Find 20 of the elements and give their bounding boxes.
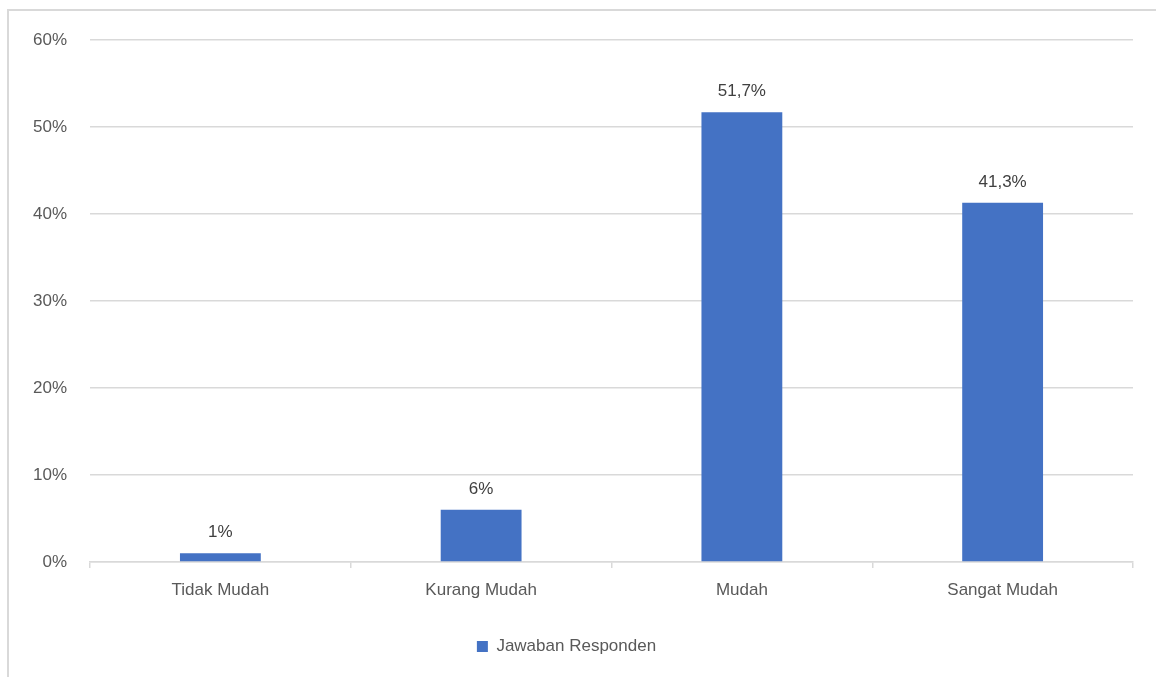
x-tick-label: Tidak Mudah — [171, 579, 270, 599]
bar — [701, 112, 783, 562]
legend-label: Jawaban Responden — [496, 636, 657, 656]
data-label: 41,3% — [978, 171, 1027, 191]
y-tick-label: 40% — [32, 203, 67, 223]
data-label: 1% — [208, 522, 233, 542]
y-tick-label: 50% — [32, 116, 67, 136]
y-tick-label: 60% — [32, 29, 67, 49]
x-tick-label: Kurang Mudah — [425, 579, 537, 599]
data-label: 6% — [468, 478, 494, 498]
bar — [440, 509, 522, 562]
bar — [179, 553, 261, 562]
y-tick-label: 20% — [32, 377, 67, 397]
bar — [962, 202, 1044, 562]
x-tick-label: Mudah — [715, 579, 768, 599]
y-tick-label: 0% — [42, 551, 67, 571]
y-tick-label: 30% — [32, 290, 67, 310]
x-tick-label: Sangat Mudah — [947, 579, 1058, 599]
y-tick-label: 10% — [32, 464, 67, 484]
data-label: 51,7% — [717, 81, 766, 101]
